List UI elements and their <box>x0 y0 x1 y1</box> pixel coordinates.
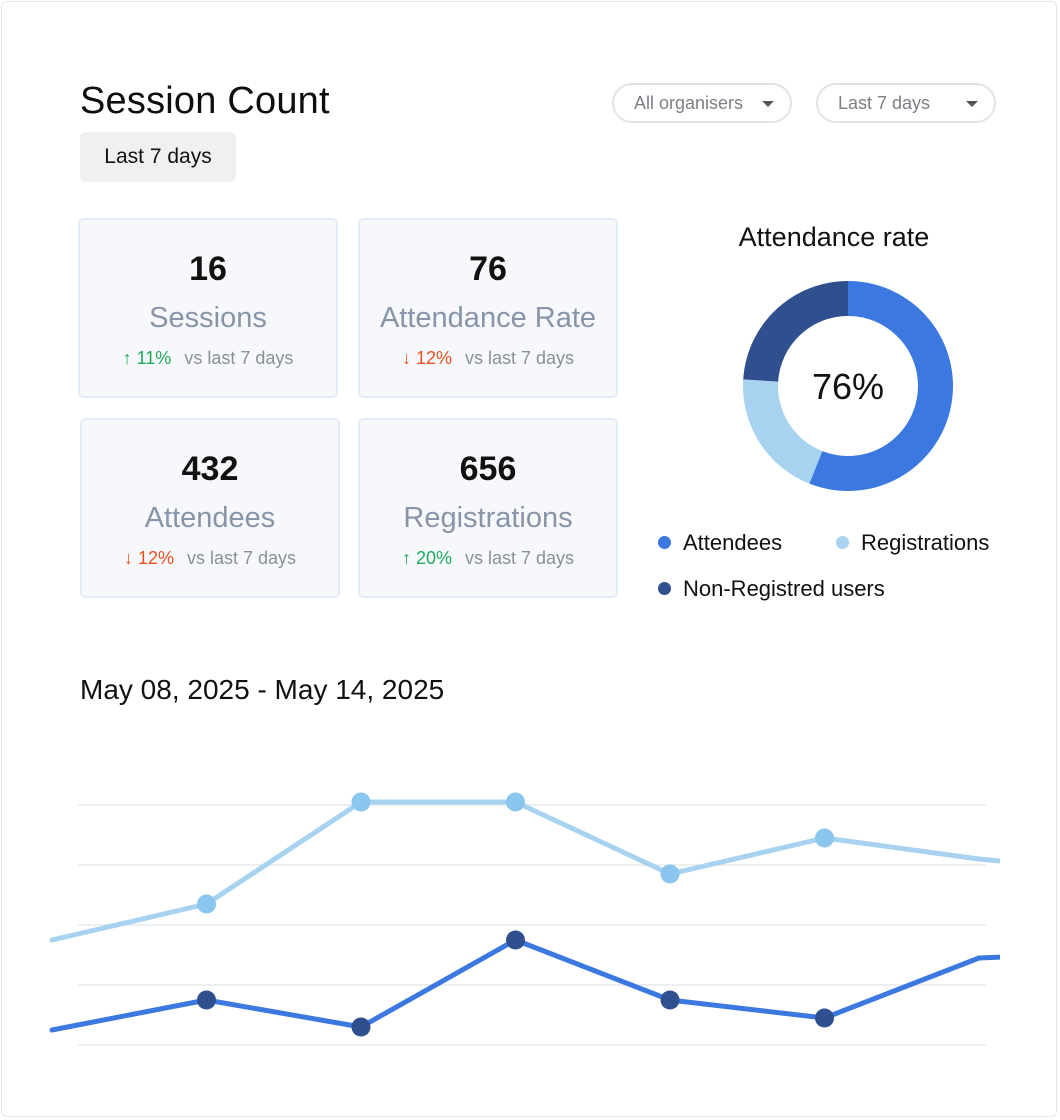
stat-label: Sessions <box>149 302 267 334</box>
stat-label: Attendees <box>144 502 276 534</box>
stat-change: 12% <box>137 548 174 568</box>
stat-compare: vs last 7 days <box>465 348 575 368</box>
arrow-up-icon: ↑ <box>122 348 132 368</box>
legend-label: Attendees <box>683 530 783 555</box>
stat-card-registrations: 656 Registrations ↑ 20% vs last 7 days <box>358 418 618 598</box>
data-point-attendees[interactable] <box>197 990 216 1010</box>
arrow-down-icon: ↓ <box>401 348 411 368</box>
data-point-attendees[interactable] <box>506 930 525 950</box>
stat-trend: ↓ 12% vs last 7 days <box>360 348 616 369</box>
donut-center-label: 76% <box>811 366 885 407</box>
donut-slice-attendees <box>809 281 953 491</box>
stat-value: 76 <box>469 250 507 288</box>
legend-label: Non-Registred users <box>683 576 885 601</box>
stat-card-attendance-rate: 76 Attendance Rate ↓ 12% vs last 7 days <box>358 218 618 398</box>
date-range-dropdown[interactable]: Last 7 days <box>816 83 996 123</box>
stat-trend: ↑ 11% vs last 7 days <box>80 348 336 369</box>
data-point-registrations[interactable] <box>506 792 525 812</box>
page-title: Session Count <box>80 80 330 122</box>
attendance-donut-chart <box>743 281 953 491</box>
data-point-attendees[interactable] <box>351 1017 371 1037</box>
stat-trend: ↓ 12% vs last 7 days <box>82 548 338 569</box>
stat-card-sessions: 16 Sessions ↑ 11% vs last 7 days <box>78 218 338 398</box>
stat-change: 20% <box>415 548 452 568</box>
stat-compare: vs last 7 days <box>187 548 297 568</box>
arrow-up-icon: ↑ <box>401 548 411 568</box>
legend-label: Registrations <box>861 530 990 555</box>
sessions-line-chart <box>49 792 1000 1046</box>
legend-item-registrations: Registrations <box>836 530 989 556</box>
stat-compare: vs last 7 days <box>184 348 294 368</box>
period-badge: Last 7 days <box>80 132 236 182</box>
donut-slice-registrations <box>743 379 823 484</box>
date-range-value: Last 7 days <box>838 93 931 113</box>
data-point-registrations[interactable] <box>815 828 834 848</box>
stat-value: 432 <box>181 450 239 488</box>
series-line-registrations <box>49 799 1000 943</box>
legend-dot-icon <box>836 536 849 549</box>
date-range-heading: May 08, 2025 - May 14, 2025 <box>80 674 445 705</box>
stat-trend: ↑ 20% vs last 7 days <box>360 548 616 569</box>
stat-compare: vs last 7 days <box>465 548 575 568</box>
organiser-filter-value: All organisers <box>634 93 744 113</box>
organiser-filter-dropdown[interactable]: All organisers <box>612 83 792 123</box>
series-line-attendees <box>49 937 1000 1033</box>
donut-slice-non-registered <box>743 281 848 382</box>
chevron-down-icon <box>762 101 774 107</box>
stat-value: 16 <box>189 250 227 288</box>
stat-label: Registrations <box>403 502 573 534</box>
stat-value: 656 <box>459 450 517 488</box>
arrow-down-icon: ↓ <box>123 548 133 568</box>
legend-item-attendees: Attendees <box>658 530 782 556</box>
stat-change: 12% <box>415 348 452 368</box>
data-point-registrations[interactable] <box>351 792 371 812</box>
data-point-attendees[interactable] <box>660 990 680 1010</box>
legend-item-non-registered: Non-Registred users <box>658 576 885 602</box>
data-point-registrations[interactable] <box>660 864 680 884</box>
chevron-down-icon <box>966 101 978 107</box>
donut-chart-title: Attendance rate <box>738 222 930 252</box>
data-point-attendees[interactable] <box>815 1008 834 1028</box>
legend-dot-icon <box>658 582 671 595</box>
data-point-registrations[interactable] <box>197 894 216 914</box>
legend-dot-icon <box>658 536 671 549</box>
stat-change: 11% <box>136 348 172 368</box>
stat-card-attendees: 432 Attendees ↓ 12% vs last 7 days <box>80 418 340 598</box>
stat-label: Attendance Rate <box>379 302 597 334</box>
